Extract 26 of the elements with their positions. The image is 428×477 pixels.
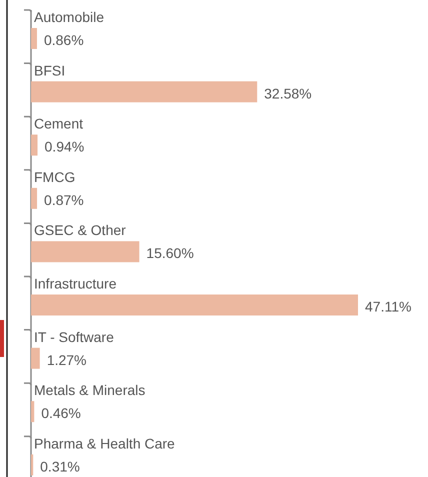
y-tick-label: GSEC & Other [34, 222, 126, 238]
bar [31, 134, 38, 156]
data-label: 1.27% [46, 352, 87, 368]
data-label: 0.46% [41, 405, 81, 422]
y-tick-label: FMCG [34, 168, 76, 185]
bar [31, 81, 258, 102]
y-tick-label: IT - Software [34, 328, 114, 345]
bar [31, 188, 38, 209]
y-tick-label: Infrastructure [34, 276, 117, 292]
data-label: 47.11% [365, 298, 412, 314]
data-label: 32.58% [264, 85, 312, 102]
data-label: 0.94% [44, 138, 84, 155]
y-tick-label: BFSI [34, 62, 66, 78]
y-tick-label: Automobile [34, 9, 104, 25]
bar [31, 28, 37, 49]
bar [31, 348, 40, 369]
data-label: 15.60% [146, 245, 194, 262]
data-label: 0.86% [44, 32, 84, 48]
y-tick-label: Cement [34, 116, 84, 132]
data-label: 0.87% [44, 192, 84, 208]
bar [31, 241, 140, 262]
y-tick-label: Pharma & Health Care [34, 435, 176, 452]
y-tick-label: Metals & Minerals [34, 382, 146, 398]
bar [31, 401, 34, 422]
data-label: 0.31% [40, 458, 80, 474]
bar [31, 294, 358, 316]
